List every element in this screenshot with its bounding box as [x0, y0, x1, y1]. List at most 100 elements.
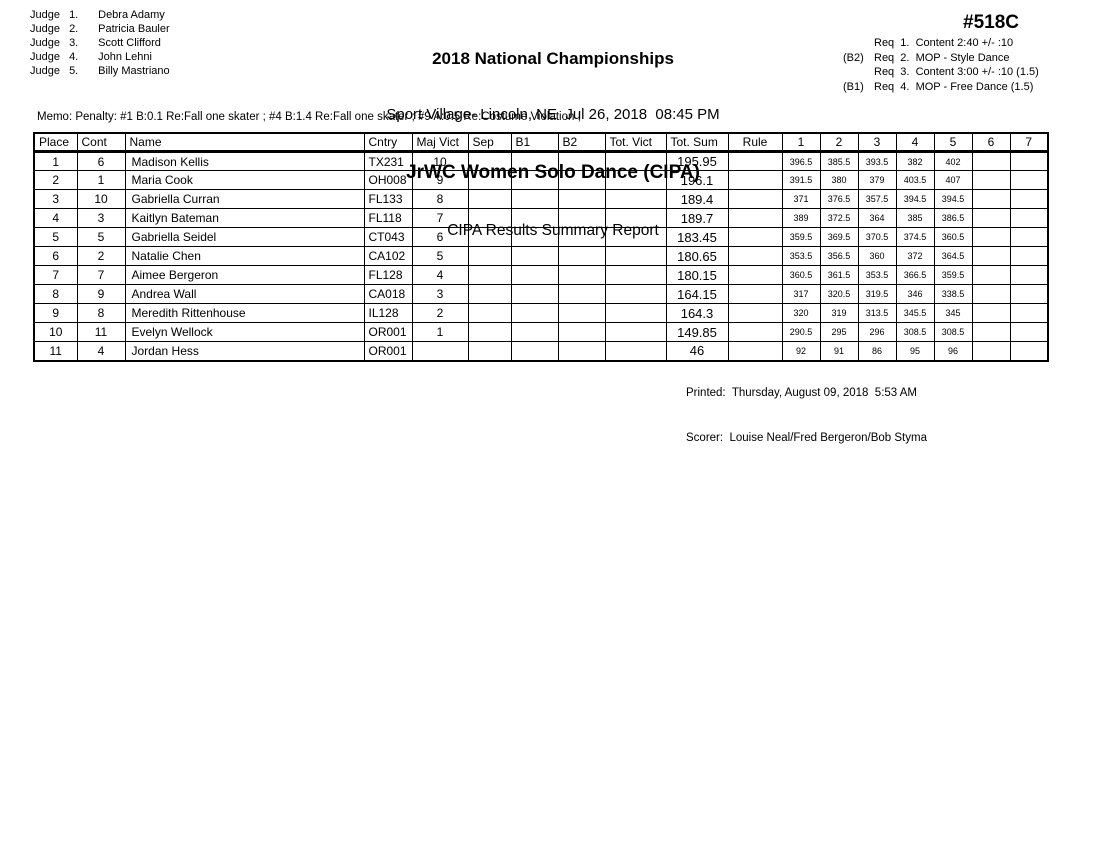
judge-name: John Lehni [98, 51, 152, 63]
cell-total-victories [604, 246, 667, 266]
cell-place: 11 [33, 341, 78, 361]
result-row: 11 4 Jordan Hess OR001 46 92 91 86 95 96 [33, 341, 1049, 361]
cell-country: FL133 [363, 189, 413, 209]
judge-number: 2. [69, 23, 79, 35]
column-header: Name [124, 132, 365, 153]
cell-place: 3 [33, 189, 78, 209]
cell-judge-5-score: 394.5 [933, 189, 973, 209]
cell-contestant-number: 8 [76, 303, 126, 323]
cell-b1 [510, 246, 559, 266]
cell-majority-victories: 8 [411, 189, 469, 209]
cell-judge-3-score: 313.5 [857, 303, 897, 323]
result-row: 1 6 Madison Kellis TX231 10 195.95 396.5… [33, 151, 1049, 171]
event-info-panel: #518C Req 1. Content 2:40 +/- :10 (B2) Re… [843, 12, 1039, 94]
cell-judge-2-score: 91 [819, 341, 859, 361]
requirement-text: Req 1. Content 2:40 +/- :10 [874, 37, 1014, 49]
cell-b1 [510, 341, 559, 361]
column-header: Maj Vict [411, 132, 469, 153]
cell-total-victories [604, 189, 667, 209]
cell-judge-4-score: 372 [895, 246, 935, 266]
cell-total-victories [604, 227, 667, 247]
cell-total-sum: 180.65 [665, 246, 729, 266]
column-header: Rule [727, 132, 783, 153]
cell-sep [467, 341, 512, 361]
cell-place: 5 [33, 227, 78, 247]
cell-country: CA102 [363, 246, 413, 266]
cell-majority-victories: 3 [411, 284, 469, 304]
requirement-text: Req 2. MOP - Style Dance [874, 51, 1010, 64]
cell-judge-6-score [971, 227, 1011, 247]
cell-b2 [557, 322, 606, 342]
cell-majority-victories: 2 [411, 303, 469, 323]
cell-b2 [557, 208, 606, 228]
cell-judge-5-score: 407 [933, 170, 973, 190]
cell-judge-7-score [1009, 284, 1049, 304]
memo-line: Memo: Penalty: #1 B:0.1 Re:Fall one skat… [37, 111, 581, 123]
cell-judge-1-score: 353.5 [781, 246, 821, 266]
column-header: 4 [895, 132, 935, 153]
cell-sep [467, 284, 512, 304]
cell-judge-2-score: 369.5 [819, 227, 859, 247]
cell-judge-5-score: 96 [933, 341, 973, 361]
cell-b2 [557, 189, 606, 209]
cell-place: 7 [33, 265, 78, 285]
venue-date-line: Sport Village- Lincoln, NE Jul 26, 2018 … [386, 106, 720, 123]
cell-country: OR001 [363, 322, 413, 342]
judge-name: Billy Mastriano [98, 65, 170, 77]
cell-judge-3-score: 370.5 [857, 227, 897, 247]
cell-rule [727, 322, 783, 342]
cell-b1 [510, 170, 559, 190]
cell-rule [727, 189, 783, 209]
cell-judge-1-score: 396.5 [781, 151, 821, 171]
cell-sep [467, 303, 512, 323]
requirement-row: Req 3. Content 3:00 +/- :10 (1.5) [843, 65, 1039, 80]
column-header: Cont [76, 132, 126, 153]
cell-country: CT043 [363, 227, 413, 247]
cell-sep [467, 151, 512, 171]
cell-country: TX231 [363, 151, 413, 171]
cell-sep [467, 189, 512, 209]
cell-judge-6-score [971, 322, 1011, 342]
scorer-line: Scorer: Louise Neal/Fred Bergeron/Bob St… [686, 432, 927, 444]
cell-rule [727, 341, 783, 361]
cell-judge-1-score: 371 [781, 189, 821, 209]
cell-rule [727, 208, 783, 228]
cell-majority-victories: 9 [411, 170, 469, 190]
cell-b2 [557, 265, 606, 285]
column-header: Sep [467, 132, 512, 153]
cell-judge-3-score: 319.5 [857, 284, 897, 304]
cell-majority-victories: 7 [411, 208, 469, 228]
cell-skater-name: Maria Cook [124, 170, 365, 190]
cell-judge-5-score: 345 [933, 303, 973, 323]
cell-total-victories [604, 284, 667, 304]
competition-title: 2018 National Championships [432, 49, 674, 68]
cell-judge-6-score [971, 265, 1011, 285]
cell-total-victories [604, 341, 667, 361]
cell-judge-7-score [1009, 303, 1049, 323]
cell-judge-2-score: 372.5 [819, 208, 859, 228]
cell-contestant-number: 7 [76, 265, 126, 285]
judges-panel: Judge 1. Debra Adamy Judge 2. Patricia B… [30, 8, 170, 78]
cell-country: OH008 [363, 170, 413, 190]
cell-judge-3-score: 296 [857, 322, 897, 342]
judge-number: 4. [69, 51, 79, 63]
cell-sep [467, 208, 512, 228]
cell-contestant-number: 9 [76, 284, 126, 304]
cell-b1 [510, 208, 559, 228]
print-footer: Printed: Thursday, August 09, 2018 5:53 … [686, 363, 927, 456]
cell-judge-2-score: 361.5 [819, 265, 859, 285]
cell-judge-3-score: 86 [857, 341, 897, 361]
cell-sep [467, 170, 512, 190]
cell-judge-4-score: 394.5 [895, 189, 935, 209]
cell-contestant-number: 1 [76, 170, 126, 190]
result-row: 5 5 Gabriella Seidel CT043 6 183.45 359.… [33, 227, 1049, 247]
judge-label: Judge [30, 23, 60, 35]
cell-judge-1-score: 389 [781, 208, 821, 228]
cell-judge-2-score: 320.5 [819, 284, 859, 304]
result-row: 8 9 Andrea Wall CA018 3 164.15 317 320.5… [33, 284, 1049, 304]
requirement-prefix: (B2) [843, 51, 864, 64]
cell-judge-1-score: 391.5 [781, 170, 821, 190]
result-row: 7 7 Aimee Bergeron FL128 4 180.15 360.5 … [33, 265, 1049, 285]
cell-judge-6-score [971, 189, 1011, 209]
cell-contestant-number: 10 [76, 189, 126, 209]
